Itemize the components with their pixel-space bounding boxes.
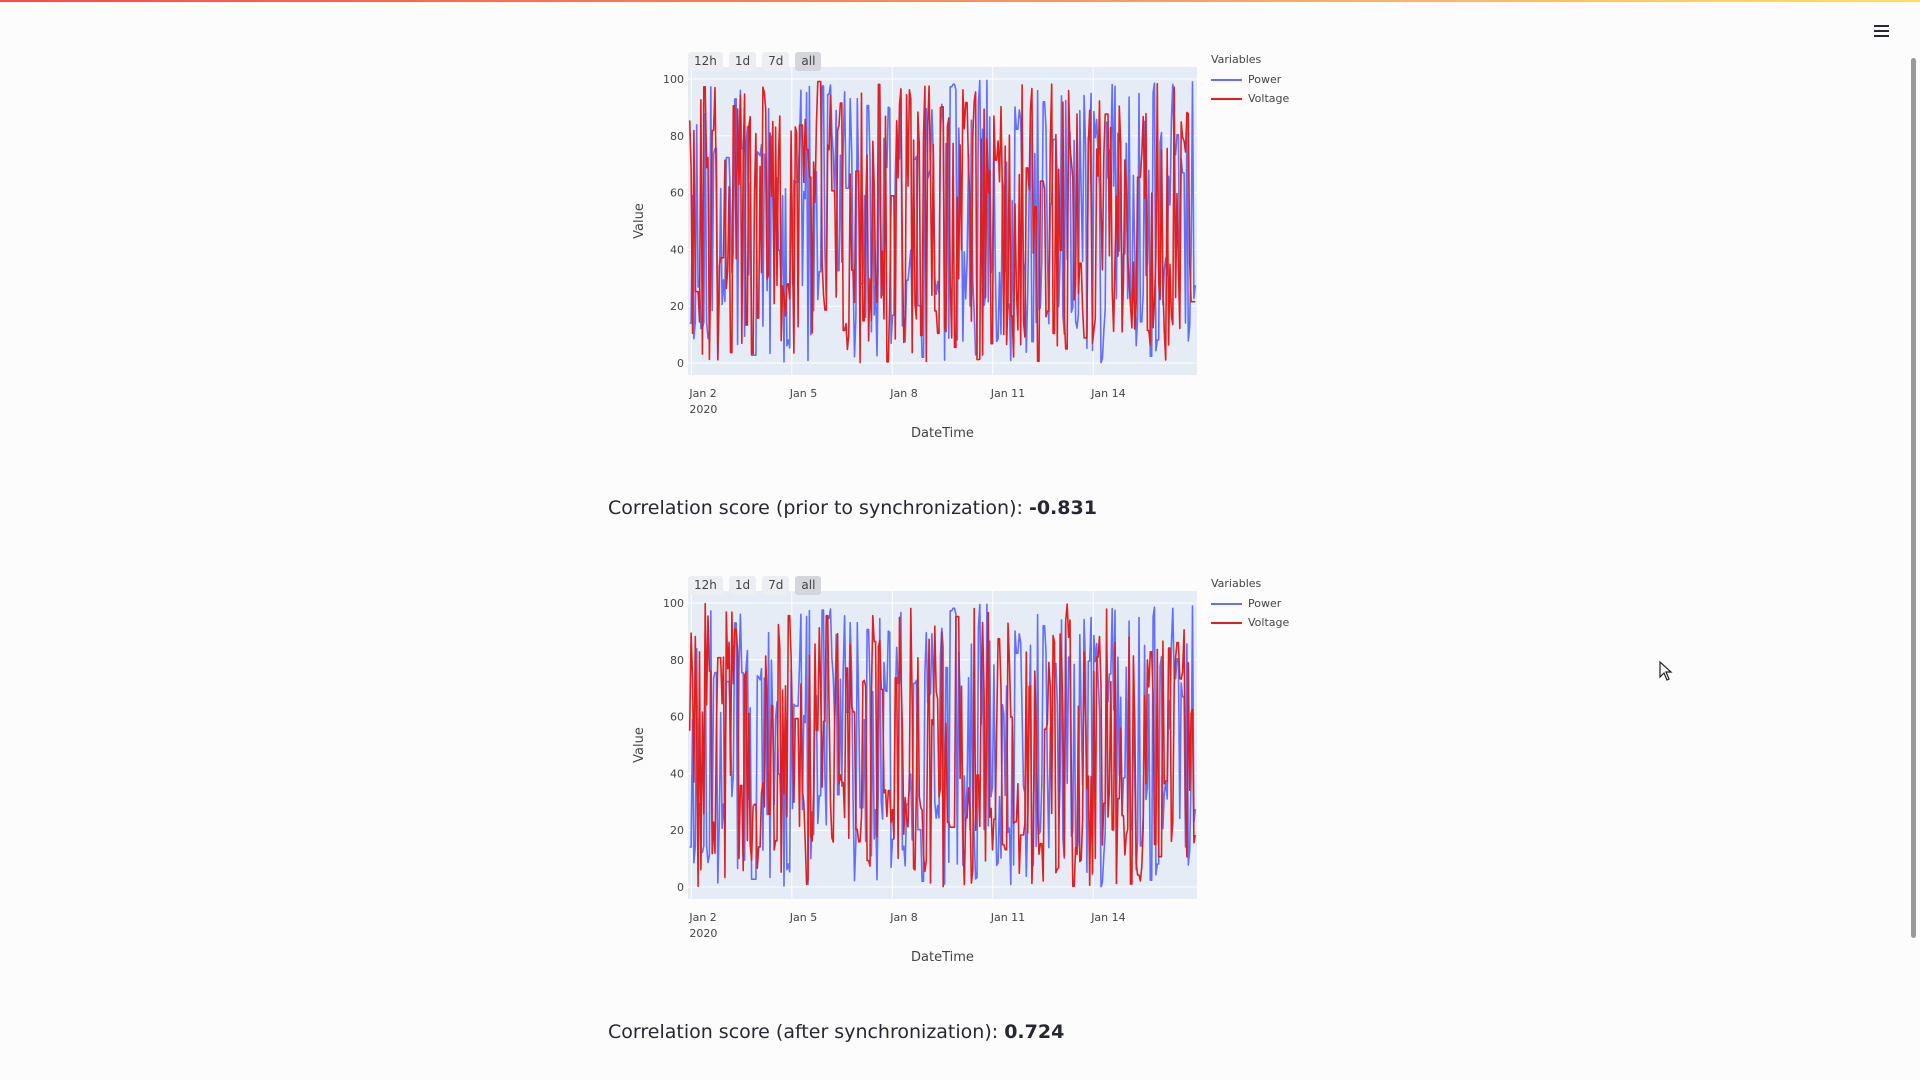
range-selector: 12h 1d 7d all (688, 576, 822, 595)
legend-label: Power (1248, 73, 1282, 86)
header-accent-bar (0, 0, 1920, 2)
y-tick-label: 20 (670, 824, 684, 837)
x-tick-label: Jan 5 (789, 387, 817, 400)
chart-prior-sync: 0 20 40 60 80 100 Jan 2 Jan 5 Jan 8 Jan 11 Jan 14 2… (620, 40, 1320, 470)
legend: Variables Power Voltage (1211, 53, 1289, 108)
correlation-score-prior: Correlation score (prior to synchronizat… (608, 497, 1097, 519)
range-button-all[interactable]: all (795, 52, 822, 71)
series-line-voltage (688, 80, 1196, 364)
y-tick-label: 20 (670, 300, 684, 313)
legend-label: Voltage (1248, 92, 1290, 105)
page-scrollbar[interactable] (1906, 0, 1920, 1080)
range-selector: 12h 1d 7d all (688, 52, 822, 71)
range-button-7d[interactable]: 7d (762, 52, 790, 71)
legend-item-power[interactable]: Power (1211, 594, 1289, 613)
y-tick-label: 0 (677, 357, 684, 370)
y-axis-title: Value (632, 727, 647, 763)
x-axis-title: DateTime (911, 426, 974, 441)
x-tick-label: Jan 2 (688, 387, 716, 400)
y-tick-label: 80 (670, 130, 684, 143)
x-tick-label: Jan 5 (789, 911, 817, 924)
chart-svg: 0 20 40 60 80 100 Jan 2 Jan 5 Jan 8 Jan 11 Jan 14 2… (632, 591, 1197, 965)
x-tick-label: Jan 8 (889, 387, 917, 400)
x-tick-year: 2020 (689, 403, 717, 416)
hamburger-menu-icon (1873, 25, 1889, 37)
y-tick-label: 80 (670, 654, 684, 667)
x-tick-label: Jan 11 (990, 911, 1025, 924)
main-menu-button[interactable] (1868, 18, 1894, 44)
range-button-12h[interactable]: 12h (688, 52, 723, 71)
score-value: 0.724 (1004, 1021, 1065, 1043)
legend-swatch (1211, 621, 1242, 624)
x-tick-year: 2020 (689, 927, 717, 940)
mouse-pointer-icon (1659, 660, 1673, 685)
y-tick-label: 0 (677, 881, 684, 894)
scrollbar-thumb[interactable] (1911, 58, 1916, 938)
y-tick-label: 100 (663, 73, 684, 86)
legend-swatch (1211, 78, 1242, 81)
chart-svg: 0 20 40 60 80 100 Jan 2 Jan 5 Jan 8 Jan 11 Jan 14 2… (632, 67, 1197, 441)
legend-title: Variables (1211, 53, 1262, 66)
legend-item-power[interactable]: Power (1211, 70, 1289, 89)
y-tick-label: 40 (670, 243, 684, 256)
y-tick-label: 40 (670, 767, 684, 780)
legend-item-voltage[interactable]: Voltage (1211, 89, 1289, 108)
legend-swatch (1211, 97, 1242, 100)
range-button-12h[interactable]: 12h (688, 576, 723, 595)
legend-item-voltage[interactable]: Voltage (1211, 613, 1289, 632)
y-tick-label: 60 (670, 187, 684, 200)
y-tick-label: 60 (670, 711, 684, 724)
series-line-voltage (688, 602, 1197, 888)
range-button-all[interactable]: all (795, 576, 822, 595)
range-button-1d[interactable]: 1d (728, 52, 757, 71)
x-tick-label: Jan 14 (1090, 387, 1125, 400)
range-button-7d[interactable]: 7d (762, 576, 790, 595)
x-tick-label: Jan 8 (889, 911, 917, 924)
legend-label: Power (1248, 597, 1282, 610)
score-label: Correlation score (after synchronization… (608, 1021, 1005, 1043)
y-axis-title: Value (632, 203, 647, 239)
score-label: Correlation score (prior to synchronizat… (608, 497, 1029, 519)
x-tick-label: Jan 11 (990, 387, 1025, 400)
x-axis-title: DateTime (911, 950, 974, 965)
x-tick-label: Jan 14 (1090, 911, 1125, 924)
correlation-score-after: Correlation score (after synchronization… (608, 1021, 1064, 1043)
legend: Variables Power Voltage (1211, 577, 1289, 632)
score-value: -0.831 (1028, 497, 1097, 519)
y-tick-label: 100 (663, 597, 684, 610)
legend-label: Voltage (1248, 616, 1290, 629)
range-button-1d[interactable]: 1d (728, 576, 757, 595)
legend-title: Variables (1211, 577, 1262, 590)
x-tick-label: Jan 2 (688, 911, 716, 924)
legend-swatch (1211, 602, 1242, 605)
chart-after-sync: 0 20 40 60 80 100 Jan 2 Jan 5 Jan 8 Jan 11 Jan 14 2… (620, 564, 1320, 994)
